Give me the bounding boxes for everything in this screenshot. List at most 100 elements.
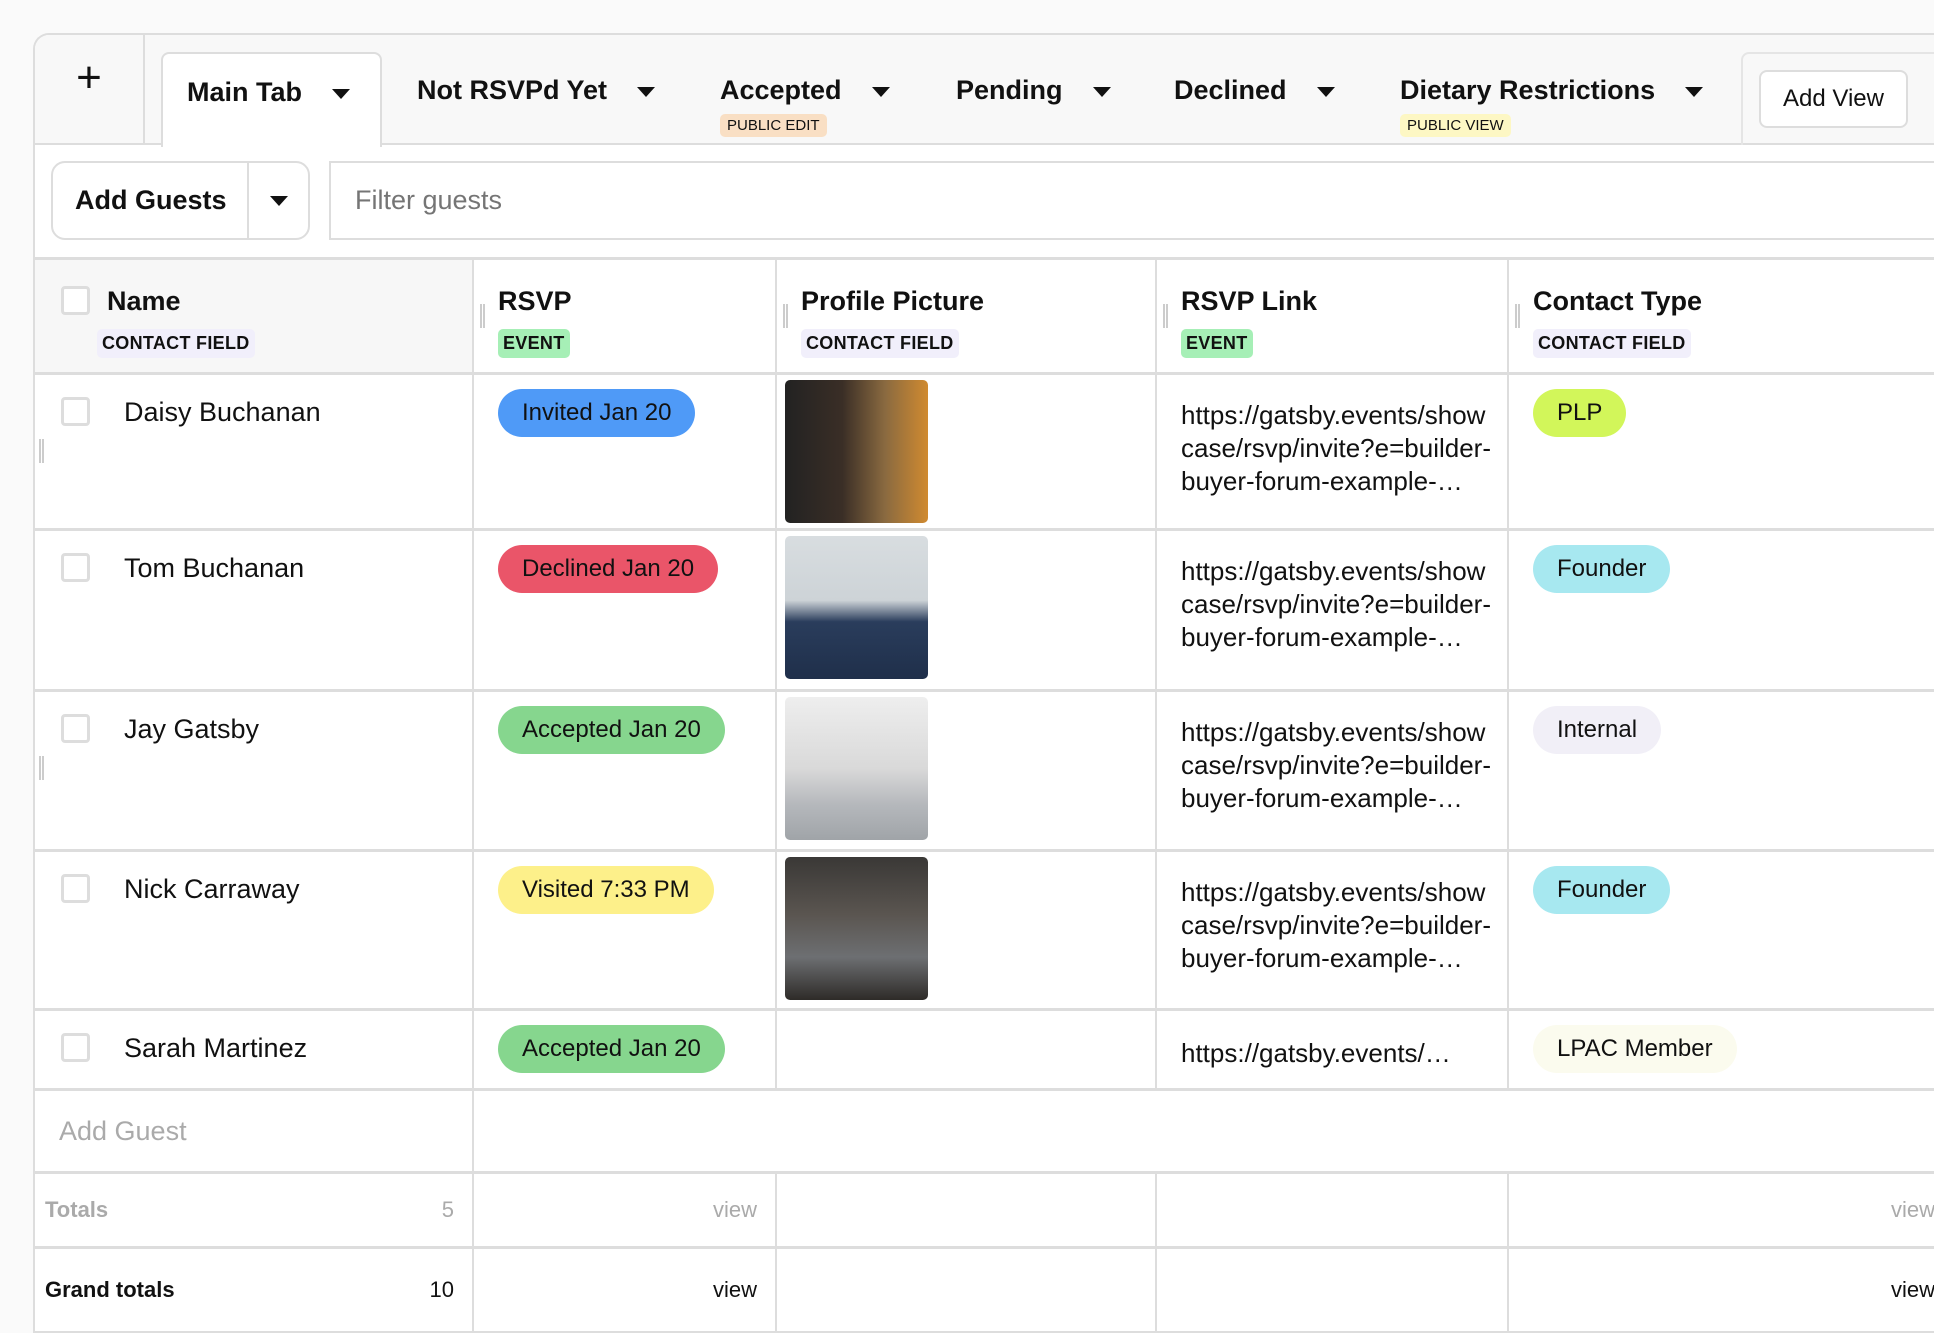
table-row[interactable]: Jay Gatsby Accepted Jan 20 https://gatsb… <box>35 689 1934 849</box>
guest-name: Tom Buchanan <box>124 553 305 583</box>
chevron-down-icon[interactable] <box>871 86 890 97</box>
guest-list-panel: + Main Tab Not RSVPd Yet Accepted PUBLIC … <box>33 33 1934 1333</box>
totals-cell: Totals 5 <box>35 1174 474 1246</box>
grand-totals-rsvp-view-link[interactable]: view <box>474 1249 777 1331</box>
rsvp-cell[interactable]: Accepted Jan 20 <box>474 1011 777 1088</box>
totals-row: Totals 5 view view <box>35 1171 1934 1246</box>
resize-handle[interactable] <box>1163 304 1168 328</box>
rsvp-cell[interactable]: Declined Jan 20 <box>474 531 777 689</box>
contact-type-cell[interactable]: Founder <box>1509 531 1934 689</box>
contact-type-cell[interactable]: PLP <box>1509 375 1934 528</box>
table-row[interactable]: Nick Carraway Visited 7:33 PM https://ga… <box>35 849 1934 1008</box>
column-tag: CONTACT FIELD <box>97 329 255 358</box>
tab-not-rsvpd[interactable]: Not RSVPd Yet <box>417 35 656 145</box>
table-header: Name CONTACT FIELD RSVP EVENT Profile Pict… <box>35 257 1934 372</box>
tab-label: Main Tab <box>187 77 303 107</box>
contact-type-badge: PLP <box>1533 389 1627 437</box>
profile-picture-cell[interactable] <box>777 1011 1157 1088</box>
table-row[interactable]: Daisy Buchanan Invited Jan 20 https://ga… <box>35 372 1934 528</box>
totals-rsvp-view-link[interactable]: view <box>474 1174 777 1246</box>
contact-type-badge: LPAC Member <box>1533 1025 1737 1073</box>
chevron-down-icon[interactable] <box>637 86 656 97</box>
column-tag: EVENT <box>1181 329 1253 358</box>
contact-type-cell[interactable]: LPAC Member <box>1509 1011 1934 1088</box>
rsvp-link-cell[interactable]: https://gatsby.events/showcase/rsvp/invi… <box>1157 692 1509 849</box>
rsvp-link-cell[interactable]: https://gatsby.events/showcase/rsvp/invi… <box>1157 375 1509 528</box>
grand-totals-type-view-link[interactable]: view <box>1890 1277 1934 1302</box>
rsvp-cell[interactable]: Visited 7:33 PM <box>474 852 777 1008</box>
select-all-checkbox[interactable] <box>61 286 90 315</box>
empty-cell <box>1157 1249 1509 1331</box>
resize-handle[interactable] <box>783 304 788 328</box>
rsvp-status-badge: Visited 7:33 PM <box>498 866 714 914</box>
profile-picture-cell[interactable] <box>777 852 1157 1008</box>
chevron-down-icon[interactable] <box>1092 86 1111 97</box>
rsvp-link[interactable]: https://gatsby.events/showcase/rsvp/invi… <box>1181 877 1491 973</box>
chevron-down-icon[interactable] <box>1316 86 1335 97</box>
public-edit-badge: PUBLIC EDIT <box>720 114 827 137</box>
tab-label: Declined <box>1174 75 1287 105</box>
column-header-rsvp-link[interactable]: RSVP Link EVENT <box>1157 260 1509 372</box>
column-header-contact-type[interactable]: Contact Type CONTACT FIELD <box>1509 260 1934 372</box>
plus-icon[interactable]: + <box>35 35 145 143</box>
rsvp-link[interactable]: https://gatsby.events/showcase/rsvp/invi… <box>1181 400 1491 496</box>
column-tag: CONTACT FIELD <box>801 329 959 358</box>
row-checkbox[interactable] <box>61 397 90 426</box>
chevron-down-icon[interactable] <box>332 88 351 99</box>
column-title: Contact Type <box>1533 286 1703 316</box>
chevron-down-icon[interactable] <box>1685 86 1704 97</box>
rsvp-link[interactable]: https://gatsby.events/showcase/rsvp/invi… <box>1181 717 1491 813</box>
add-guests-dropdown[interactable] <box>249 163 308 238</box>
empty-cell <box>777 1174 1157 1246</box>
resize-handle[interactable] <box>1515 304 1520 328</box>
grand-totals-row: Grand totals 10 view view <box>35 1246 1934 1331</box>
name-cell[interactable]: Daisy Buchanan <box>35 375 474 528</box>
name-cell[interactable]: Tom Buchanan <box>35 531 474 689</box>
guest-name: Sarah Martinez <box>124 1033 308 1063</box>
rsvp-link-cell[interactable]: https://gatsby.events/showcase/rsvp/invi… <box>1157 531 1509 689</box>
add-guest-button[interactable]: Add Guest <box>35 1091 474 1171</box>
rsvp-cell[interactable]: Invited Jan 20 <box>474 375 777 528</box>
row-checkbox[interactable] <box>61 1033 90 1062</box>
add-view-button[interactable]: Add View <box>1759 70 1908 128</box>
column-header-rsvp[interactable]: RSVP EVENT <box>474 260 777 372</box>
row-checkbox[interactable] <box>61 553 90 582</box>
name-cell[interactable]: Jay Gatsby <box>35 692 474 849</box>
filter-guests-input[interactable] <box>329 161 1934 240</box>
column-header-name[interactable]: Name CONTACT FIELD <box>35 260 474 372</box>
chevron-down-icon <box>269 195 288 206</box>
contact-type-cell[interactable]: Founder <box>1509 852 1934 1008</box>
row-checkbox[interactable] <box>61 714 90 743</box>
profile-picture-cell[interactable] <box>777 531 1157 689</box>
rsvp-status-badge: Accepted Jan 20 <box>498 1025 725 1073</box>
totals-count: 5 <box>441 1197 454 1222</box>
contact-type-cell[interactable]: Internal <box>1509 692 1934 849</box>
table-row[interactable]: Tom Buchanan Declined Jan 20 https://gat… <box>35 528 1934 689</box>
row-checkbox[interactable] <box>61 874 90 903</box>
column-header-profile-picture[interactable]: Profile Picture CONTACT FIELD <box>777 260 1157 372</box>
rsvp-cell[interactable]: Accepted Jan 20 <box>474 692 777 849</box>
rsvp-link-cell[interactable]: https://gatsby.events/showcase/rsvp/invi… <box>1157 852 1509 1008</box>
resize-handle[interactable] <box>480 304 485 328</box>
contact-type-badge: Founder <box>1533 545 1671 593</box>
name-cell[interactable]: Nick Carraway <box>35 852 474 1008</box>
profile-picture-cell[interactable] <box>777 375 1157 528</box>
rsvp-link[interactable]: https://gatsby.events/… <box>1181 1038 1451 1068</box>
tab-declined[interactable]: Declined <box>1174 35 1335 145</box>
tab-main[interactable]: Main Tab <box>161 52 382 147</box>
table-row[interactable]: Sarah Martinez Accepted Jan 20 https://g… <box>35 1008 1934 1088</box>
grand-totals-cell: Grand totals 10 <box>35 1249 474 1331</box>
totals-type-view-link[interactable]: view <box>1890 1197 1934 1222</box>
tab-accepted[interactable]: Accepted PUBLIC EDIT <box>720 35 890 145</box>
row-drag-handle[interactable] <box>39 439 44 463</box>
add-guests-button[interactable]: Add Guests <box>53 163 249 238</box>
name-cell[interactable]: Sarah Martinez <box>35 1011 474 1088</box>
row-drag-handle[interactable] <box>39 756 44 780</box>
add-view-area: Add View <box>1741 52 1934 145</box>
rsvp-link[interactable]: https://gatsby.events/showcase/rsvp/invi… <box>1181 556 1491 652</box>
add-guests-split-button: Add Guests <box>51 161 310 240</box>
rsvp-link-cell[interactable]: https://gatsby.events/… <box>1157 1011 1509 1088</box>
tab-dietary-restrictions[interactable]: Dietary Restrictions PUBLIC VIEW <box>1400 35 1704 145</box>
profile-picture-cell[interactable] <box>777 692 1157 849</box>
tab-pending[interactable]: Pending <box>956 35 1111 145</box>
